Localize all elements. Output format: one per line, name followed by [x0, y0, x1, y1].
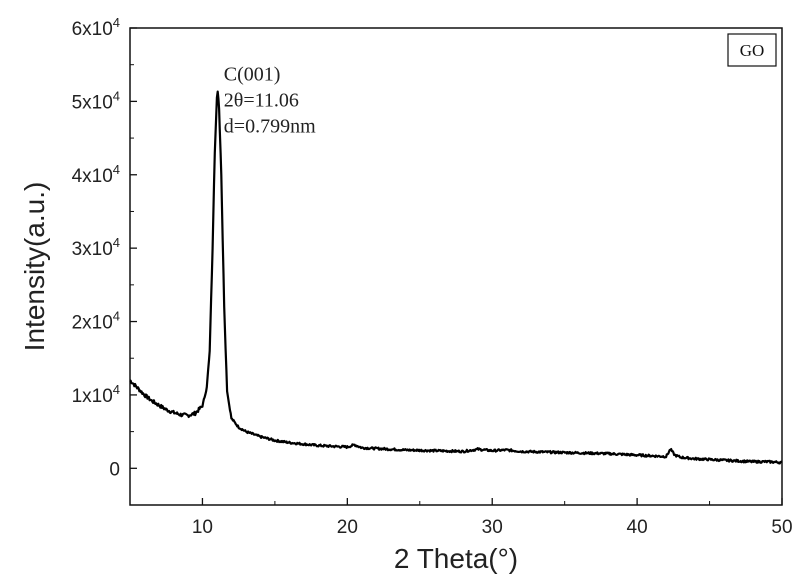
peak-annotation: C(001) 2θ=11.06 d=0.799nm — [224, 63, 316, 137]
y-tick-label: 6x104 — [72, 15, 120, 40]
x-axis-label: 2 Theta(°) — [394, 543, 518, 574]
legend-box — [727, 33, 777, 67]
x-axis-ticks: 10 20 30 40 50 — [129, 498, 793, 538]
annotation-line: d=0.799nm — [224, 115, 316, 137]
plot-frame — [129, 27, 783, 506]
y-tick-label: 2x104 — [72, 309, 120, 334]
x-tick-label: 10 — [192, 517, 213, 538]
y-tick-label: 5x104 — [72, 88, 120, 113]
legend: GO — [727, 33, 777, 67]
plot-area — [129, 27, 783, 506]
series-line-go — [129, 90, 783, 465]
y-axis-ticks: 0 1x104 2x104 3x104 4x104 5x104 6x104 — [72, 15, 137, 480]
y-tick-label: 1x104 — [72, 382, 120, 407]
x-tick-label: 50 — [771, 517, 792, 538]
x-tick-label: 20 — [337, 517, 358, 538]
y-tick-label: 4x104 — [72, 162, 120, 187]
x-tick-label: 30 — [482, 517, 503, 538]
y-tick-label: 3x104 — [72, 235, 120, 260]
y-axis-label: Intensity(a.u.) — [19, 182, 50, 352]
y-tick-label: 0 — [109, 459, 120, 480]
annotation-line: C(001) — [224, 63, 281, 85]
x-tick-label: 40 — [627, 517, 648, 538]
annotation-line: 2θ=11.06 — [224, 89, 299, 111]
legend-label: GO — [740, 41, 765, 60]
